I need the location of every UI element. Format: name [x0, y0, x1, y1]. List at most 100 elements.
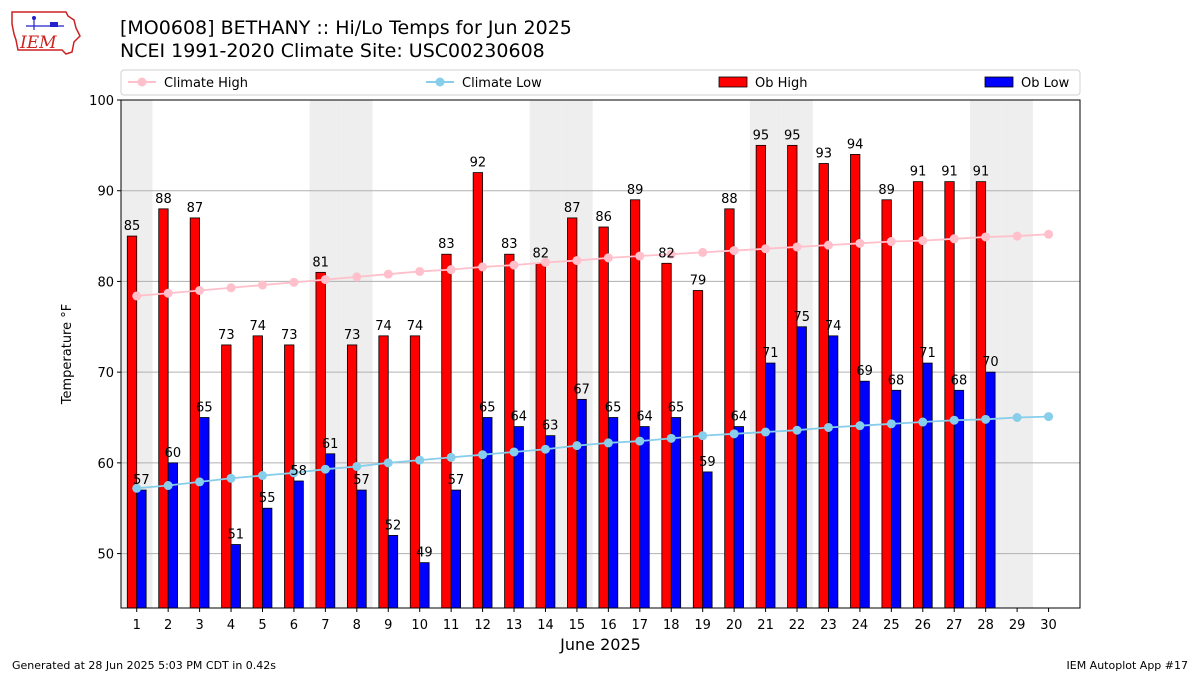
ob-high-label: 93 [815, 147, 832, 162]
ob-low-bar [262, 507, 273, 609]
ob-low-bar [576, 398, 587, 609]
ob-high-label: 74 [407, 319, 424, 334]
ob-low-label: 68 [888, 373, 905, 388]
ob-high-label: 82 [532, 246, 549, 261]
climate-high-point [383, 269, 393, 279]
x-tick-label: 30 [1040, 618, 1057, 633]
ob-low-label: 58 [290, 464, 307, 479]
ob-low-bar [324, 453, 336, 609]
ob-low-label: 64 [636, 410, 653, 425]
x-tick-label: 25 [883, 618, 900, 633]
x-axis-label: June 2025 [559, 635, 641, 654]
x-tick-label: 22 [789, 618, 806, 633]
ob-high-bar [881, 199, 892, 609]
app-id: IEM Autoplot App #17 [1066, 659, 1189, 672]
ob-high-label: 74 [375, 319, 392, 334]
climate-high-point [226, 283, 236, 293]
x-tick-label: 18 [663, 618, 680, 633]
ob-high-label: 85 [124, 219, 141, 234]
ob-low-label: 64 [731, 410, 748, 425]
ob-high-label: 87 [564, 201, 581, 216]
ob-high-label: 82 [658, 246, 675, 261]
climate-low-point [226, 473, 236, 483]
climate-high-point [792, 242, 802, 252]
climate-low-point [666, 433, 676, 443]
ob-low-label: 74 [825, 319, 842, 334]
ob-low-bar [828, 335, 839, 609]
ob-high-bar [629, 199, 641, 609]
ob-high-bar [975, 181, 987, 609]
climate-low-point [509, 447, 519, 457]
x-tick-label: 13 [506, 618, 523, 633]
x-tick-label: 2 [164, 618, 172, 633]
climate-high-point [635, 251, 645, 261]
ob-low-bar [293, 480, 304, 609]
climate-high-point [1012, 231, 1022, 241]
climate-low-point [949, 415, 959, 425]
ob-high-label: 83 [501, 237, 518, 252]
climate-low-point [352, 461, 362, 471]
ob-high-label: 74 [250, 319, 267, 334]
ob-high-bar [692, 290, 704, 609]
y-tick-label: 60 [97, 457, 114, 472]
ob-low-bar [922, 362, 933, 609]
climate-high-point [446, 265, 456, 275]
ob-low-label: 52 [385, 518, 402, 533]
generated-timestamp: Generated at 28 Jun 2025 5:03 PM CDT in … [12, 659, 277, 672]
ob-low-label: 63 [542, 419, 559, 434]
plot-frame [120, 99, 1081, 609]
ob-high-bar [598, 226, 609, 609]
climate-low-point [1044, 412, 1054, 422]
ob-low-label: 55 [259, 491, 276, 506]
ob-high-label: 89 [878, 183, 895, 198]
ob-high-label: 89 [627, 183, 644, 198]
ob-high-label: 88 [155, 192, 172, 207]
x-tick-label: 14 [537, 618, 554, 633]
ob-low-label: 65 [668, 401, 685, 416]
climate-low-point [823, 422, 833, 432]
legend-ob-high-label: Ob High [755, 76, 808, 91]
climate-low-point [478, 450, 488, 460]
ob-low-label: 65 [196, 401, 213, 416]
ob-high-bar [441, 253, 452, 609]
ob-high-label: 73 [344, 328, 361, 343]
ob-low-label: 51 [227, 528, 244, 543]
climate-high-point [855, 238, 865, 248]
climate-high-point [257, 280, 267, 290]
x-tick-label: 8 [353, 618, 361, 633]
climate-high-point [163, 288, 173, 298]
ob-low-bar [796, 326, 807, 609]
ob-low-label: 67 [573, 382, 590, 397]
x-tick-label: 3 [195, 618, 203, 633]
legend-ob-low-swatch [984, 76, 1014, 88]
ob-high-bar [472, 172, 483, 609]
climate-high-point [132, 291, 142, 301]
ob-low-bar [702, 471, 713, 609]
climate-low-point [132, 483, 142, 493]
climate-low-point [603, 438, 613, 448]
ob-high-label: 79 [690, 274, 707, 289]
ob-low-bar [356, 489, 367, 609]
legend-climate-high-label: Climate High [164, 76, 248, 91]
ob-low-label: 59 [699, 455, 716, 470]
x-tick-label: 29 [1009, 618, 1026, 633]
x-tick-label: 7 [321, 618, 329, 633]
ob-low-label: 60 [165, 446, 182, 461]
climate-low-point [792, 425, 802, 435]
climate-high-point [886, 237, 896, 247]
ob-high-bar [912, 181, 924, 609]
y-tick-label: 90 [97, 185, 114, 200]
ob-low-bar [733, 426, 744, 609]
legend-ob-high-swatch [718, 76, 748, 88]
ob-high-bar [818, 163, 829, 609]
ob-low-bar [545, 435, 556, 609]
ob-low-label: 70 [982, 355, 999, 370]
ob-high-label: 87 [187, 201, 204, 216]
ob-high-label: 92 [470, 156, 487, 171]
ob-high-label: 91 [973, 165, 990, 180]
ob-high-bar [850, 154, 861, 609]
climate-high-point [320, 275, 330, 285]
y-tick-label: 70 [97, 366, 114, 381]
